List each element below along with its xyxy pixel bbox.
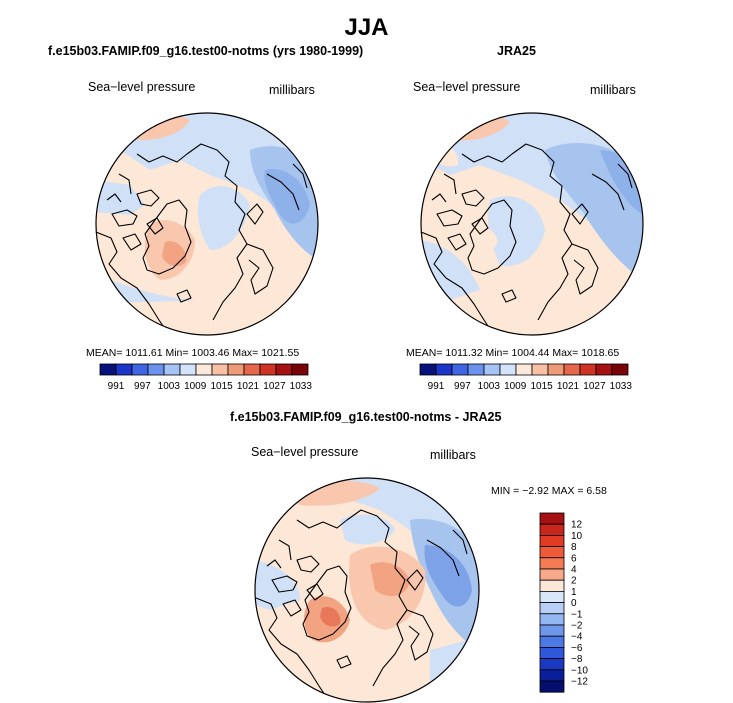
panel3-colorbar-tick-label: −8 xyxy=(571,654,583,665)
panel3-colorbar-swatch xyxy=(539,557,565,570)
panel1-colorbar-swatch xyxy=(259,363,277,376)
panel3-colorbar-swatch xyxy=(539,635,565,648)
panel3-colorbar-swatch xyxy=(539,534,565,547)
panel2-colorbar-swatch xyxy=(579,363,597,376)
panel1-colorbar-swatch xyxy=(115,363,133,376)
panel3-colorbar-tick-label: 6 xyxy=(571,553,577,564)
panel3-colorbar-swatch xyxy=(539,512,565,525)
panel2-colorbar-tick-label: 1021 xyxy=(557,381,580,392)
panel1-colorbar: 991 997 1003 1009 1015 1021 1027 1033 xyxy=(99,363,313,392)
panel3-colorbar-tick-label: −4 xyxy=(571,632,583,643)
panel2-colorbar-swatch xyxy=(451,363,469,376)
panel1-colorbar-tick-label: 1027 xyxy=(263,381,286,392)
panel2-colorbar-tick-label: 1003 xyxy=(478,381,501,392)
panel3-colorbar-tick-label: 8 xyxy=(571,542,577,553)
panel1-colorbar-swatch xyxy=(131,363,149,376)
panel3-variable-label: Sea−level pressure xyxy=(251,445,359,459)
panel1-stats: MEAN= 1011.61 Min= 1003.46 Max= 1021.55 xyxy=(86,347,300,359)
panel3-colorbar-tick-label: 1 xyxy=(571,587,577,598)
panel3-colorbar-swatch xyxy=(539,546,565,559)
panel2-colorbar-swatch xyxy=(595,363,613,376)
panel2-units-label: millibars xyxy=(590,83,636,97)
panel2-colorbar-tick-label: 1015 xyxy=(530,381,553,392)
panel1-colorbar-tick-label: 1021 xyxy=(237,381,260,392)
panel2-colorbar-swatch xyxy=(563,363,581,376)
panel3-colorbar-tick-label: 2 xyxy=(571,576,577,587)
panel3-units-label: millibars xyxy=(430,448,476,462)
panel1-colorbar-swatch xyxy=(163,363,181,376)
panel1-units-label: millibars xyxy=(269,83,315,97)
panel2-colorbar-tick-label: 991 xyxy=(428,381,445,392)
panel2-title: JRA25 xyxy=(497,44,536,58)
panel1-colorbar-tick-label: 1009 xyxy=(184,381,207,392)
panel3-colorbar-swatch xyxy=(539,680,565,693)
panel3-colorbar-swatch xyxy=(539,602,565,615)
panel2-colorbar-swatch xyxy=(467,363,485,376)
panel3-colorbar-swatch xyxy=(539,613,565,626)
panel3-colorbar-swatch xyxy=(539,568,565,581)
panel1-variable-label: Sea−level pressure xyxy=(88,80,196,94)
panel1-colorbar-swatch xyxy=(291,363,309,376)
panel2-colorbar-swatch xyxy=(515,363,533,376)
panel3-colorbar-swatch xyxy=(539,523,565,536)
panel2-colorbar: 991 997 1003 1009 1015 1021 1027 1033 xyxy=(419,363,633,392)
panel3-stats: MIN = −2.92 MAX = 6.58 xyxy=(491,485,607,497)
panel2-colorbar-swatch xyxy=(483,363,501,376)
panel1-colorbar-tick-label: 1015 xyxy=(210,381,233,392)
panel1-colorbar-swatch xyxy=(243,363,261,376)
panel1-colorbar-swatch xyxy=(275,363,293,376)
panel1-colorbar-tick-label: 1003 xyxy=(158,381,181,392)
panel3-colorbar-swatch xyxy=(539,579,565,592)
panel1-colorbar-tick-label: 1033 xyxy=(290,381,313,392)
panel2-colorbar-swatch xyxy=(611,363,629,376)
panel1-map xyxy=(96,113,318,335)
panel2-colorbar-swatch xyxy=(499,363,517,376)
panel3-colorbar-tick-label: −6 xyxy=(571,643,583,654)
panel1-colorbar-tick-label: 991 xyxy=(108,381,125,392)
panel2-colorbar-tick-label: 1033 xyxy=(610,381,633,392)
panel2-colorbar-swatch xyxy=(531,363,549,376)
panel3-colorbar-tick-label: −2 xyxy=(571,621,583,632)
panel3-colorbar-tick-label: 4 xyxy=(571,565,577,576)
panel3-colorbar-tick-label: −12 xyxy=(571,677,588,688)
panel3-colorbar-tick-label: −10 xyxy=(571,665,588,676)
panel3-colorbar-tick-label: 10 xyxy=(571,531,583,542)
panel1-colorbar-swatch xyxy=(195,363,213,376)
panel2-colorbar-tick-label: 1027 xyxy=(583,381,606,392)
panel1-map-border xyxy=(95,112,319,336)
panel1-colorbar-swatch xyxy=(147,363,165,376)
panel3-colorbar-swatch xyxy=(539,591,565,604)
panel3-map-border xyxy=(254,477,480,703)
panel2-colorbar-swatch xyxy=(435,363,453,376)
panel1-colorbar-swatch xyxy=(99,363,117,376)
panel3-map xyxy=(255,478,479,702)
panel3-colorbar-swatch xyxy=(539,658,565,671)
panel2-colorbar-swatch xyxy=(547,363,565,376)
panel3-colorbar-tick-label: 0 xyxy=(571,598,577,609)
figure-title: JJA xyxy=(344,14,389,41)
panel3-title: f.e15b03.FAMIP.f09_g16.test00-notms - JR… xyxy=(230,410,502,424)
panel3-colorbar-swatch xyxy=(539,646,565,659)
panel2-colorbar-tick-label: 1009 xyxy=(504,381,527,392)
panel1-colorbar-tick-label: 997 xyxy=(134,381,151,392)
panel1-colorbar-swatch xyxy=(211,363,229,376)
panel2-map-border xyxy=(420,112,644,336)
panel1-colorbar-swatch xyxy=(227,363,245,376)
panel3-colorbar-swatch xyxy=(539,624,565,637)
panel2-map xyxy=(421,113,643,335)
panel2-variable-label: Sea−level pressure xyxy=(413,80,521,94)
panel2-colorbar-tick-label: 997 xyxy=(454,381,471,392)
panel1-colorbar-swatch xyxy=(179,363,197,376)
panel2-colorbar-swatch xyxy=(419,363,437,376)
panel3-colorbar-swatch xyxy=(539,669,565,682)
panel2-stats: MEAN= 1011.32 Min= 1004.44 Max= 1018.65 xyxy=(406,347,620,359)
panel1-title: f.e15b03.FAMIP.f09_g16.test00-notms (yrs… xyxy=(48,44,364,58)
panel3-colorbar-tick-label: −1 xyxy=(571,609,583,620)
panel3-colorbar-tick-label: 12 xyxy=(571,520,583,531)
